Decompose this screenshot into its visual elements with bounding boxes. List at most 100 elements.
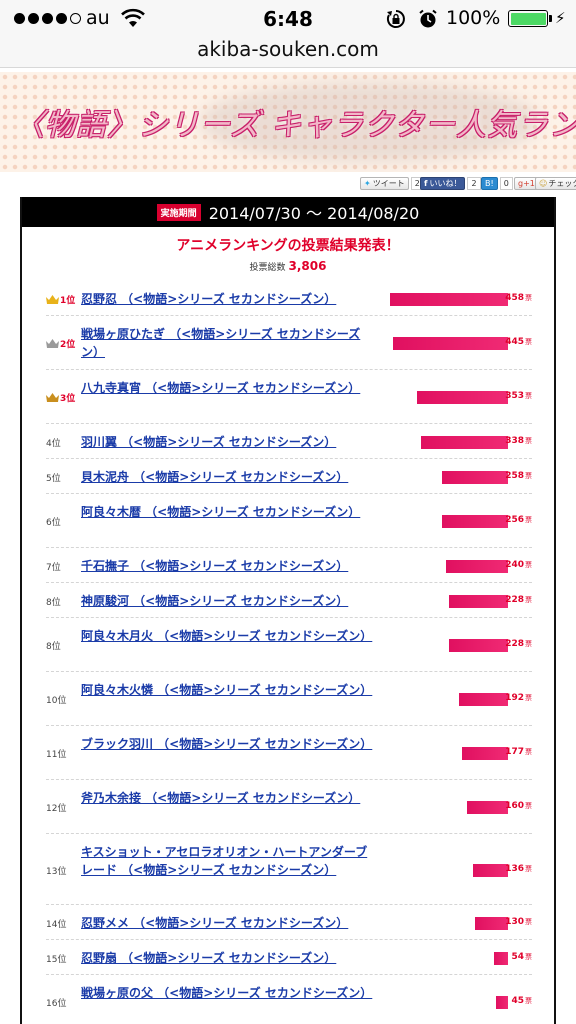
vote-bar	[494, 952, 508, 965]
ranking-row: 15位 忍野扇 （<物語>シリーズ セカンドシーズン） 54票	[46, 940, 532, 975]
vote-count: 445票	[505, 337, 532, 347]
address-bar[interactable]: akiba-souken.com	[0, 36, 576, 68]
vote-bar	[446, 560, 508, 573]
ranking-row: 6位 阿良々木暦 （<物語>シリーズ セカンドシーズン） 256票	[46, 494, 532, 548]
character-name-link[interactable]: 貝木泥舟 （<物語>シリーズ セカンドシーズン）	[81, 470, 349, 484]
signal-strength-icon	[14, 13, 81, 24]
ranking-row: 16位 戦場ヶ原の父 （<物語>シリーズ セカンドシーズン） 45票	[46, 975, 532, 1024]
rotation-lock-icon	[386, 10, 405, 28]
carrier-name: au	[86, 7, 110, 29]
twitter-icon: ✦	[364, 179, 371, 188]
character-name-link[interactable]: 千石撫子 （<物語>シリーズ セカンドシーズン）	[81, 559, 349, 573]
banner-silhouette	[200, 82, 540, 162]
vote-bar	[462, 747, 508, 760]
battery-icon	[508, 10, 548, 27]
vote-count: 228票	[505, 639, 532, 649]
rank-label: 16位	[46, 998, 67, 1009]
character-name-link[interactable]: 阿良々木火憐 （<物語>シリーズ セカンドシーズン）	[81, 683, 373, 697]
vote-count: 228票	[505, 595, 532, 605]
like-button-group[interactable]: f いいね！ 2	[420, 176, 481, 191]
status-bar: au 6:48 100% ⚡	[0, 0, 576, 36]
vote-bar	[393, 337, 508, 350]
ranking-row: 12位 斧乃木余接 （<物語>シリーズ セカンドシーズン） 160票	[46, 780, 532, 834]
character-name-link[interactable]: 阿良々木暦 （<物語>シリーズ セカンドシーズン）	[81, 505, 361, 519]
vote-bar	[473, 864, 508, 877]
hatena-bookmark-button[interactable]: B!	[481, 177, 498, 190]
ranking-row: 5位 貝木泥舟 （<物語>シリーズ セカンドシーズン） 258票	[46, 459, 532, 494]
vote-count: 192票	[505, 693, 532, 703]
rank-label: 6位	[46, 517, 61, 528]
vote-bar	[390, 293, 508, 306]
character-name-link[interactable]: 羽川翼 （<物語>シリーズ セカンドシーズン）	[81, 435, 337, 449]
character-name-link[interactable]: ブラック羽川 （<物語>シリーズ セカンドシーズン）	[81, 737, 373, 751]
vote-count: 240票	[505, 560, 532, 570]
facebook-icon: f	[424, 179, 428, 188]
ranking-row: 11位 ブラック羽川 （<物語>シリーズ セカンドシーズン） 177票	[46, 726, 532, 780]
ranking-banner: 〈物語〉シリーズ キャラクター人気ランキング	[0, 72, 576, 172]
hatena-button-group[interactable]: B! 0	[481, 176, 513, 191]
rank-label: 13位	[46, 866, 67, 877]
character-name-link[interactable]: 斧乃木余接 （<物語>シリーズ セカンドシーズン）	[81, 791, 361, 805]
character-name-link[interactable]: 忍野忍 （<物語>シリーズ セカンドシーズン）	[81, 292, 337, 306]
banner-title: 〈物語〉シリーズ キャラクター人気ランキング	[14, 108, 576, 143]
total-votes: 投票総数 3,806	[249, 259, 327, 273]
rank-label: 11位	[46, 749, 67, 760]
ranking-row: 14位 忍野メメ （<物語>シリーズ セカンドシーズン） 130票	[46, 905, 532, 940]
ranking-row: 7位 千石撫子 （<物語>シリーズ セカンドシーズン） 240票	[46, 548, 532, 583]
vote-bar	[449, 639, 508, 652]
character-name-link[interactable]: 阿良々木月火 （<物語>シリーズ セカンドシーズン）	[81, 629, 373, 643]
ranking-row: 3位 八九寺真宵 （<物語>シリーズ セカンドシーズン） 353票	[46, 370, 532, 424]
tweet-button-group[interactable]: ✦ツイート 25	[360, 176, 429, 191]
like-button[interactable]: f いいね！	[420, 177, 466, 190]
vote-bar	[442, 471, 508, 484]
rank-label: 15位	[46, 954, 67, 965]
character-name-link[interactable]: 戦場ヶ原ひたぎ （<物語>シリーズ セカンドシーズン）	[81, 327, 361, 359]
vote-bar	[467, 801, 508, 814]
crown-icon	[46, 294, 59, 304]
vote-bar	[421, 436, 508, 449]
crown-icon	[46, 392, 59, 402]
character-name-link[interactable]: 八九寺真宵 （<物語>シリーズ セカンドシーズン）	[81, 381, 361, 395]
period-label: 実施期間	[156, 203, 201, 221]
ranking-row: 8位 神原駿河 （<物語>シリーズ セカンドシーズン） 228票	[46, 583, 532, 618]
character-name-link[interactable]: 忍野扇 （<物語>シリーズ セカンドシーズン）	[81, 951, 337, 965]
vote-count: 177票	[505, 747, 532, 757]
rank-label: 7位	[46, 562, 61, 573]
character-name-link[interactable]: キスショット・アセロラオリオン・ハートアンダーブレード （<物語>シリーズ セカ…	[81, 845, 368, 877]
results-title: アニメランキングの投票結果発表！	[176, 238, 400, 254]
ranking-row: 4位 羽川翼 （<物語>シリーズ セカンドシーズン） 338票	[46, 424, 532, 459]
ranking-row: 8位 阿良々木月火 （<物語>シリーズ セカンドシーズン） 228票	[46, 618, 532, 672]
rank-label: 2位	[46, 335, 80, 351]
ranking-row: 2位 戦場ヶ原ひたぎ （<物語>シリーズ セカンドシーズン） 445票	[46, 316, 532, 370]
ranking-row: 10位 阿良々木火憐 （<物語>シリーズ セカンドシーズン） 192票	[46, 672, 532, 726]
ranking-row: 13位 キスショット・アセロラオリオン・ハートアンダーブレード （<物語>シリーズ…	[46, 834, 532, 905]
tweet-button[interactable]: ✦ ツイート	[360, 177, 409, 190]
vote-bar	[417, 391, 508, 404]
vote-bar	[475, 917, 508, 930]
ranking-row: 1位 忍野忍 （<物語>シリーズ セカンドシーズン） 458票	[46, 281, 532, 316]
character-name-link[interactable]: 忍野メメ （<物語>シリーズ セカンドシーズン）	[81, 916, 349, 930]
total-votes-number: 3,806	[288, 259, 327, 273]
character-name-link[interactable]: 戦場ヶ原の父 （<物語>シリーズ セカンドシーズン）	[81, 986, 373, 1000]
vote-bar	[442, 515, 508, 528]
url-text: akiba-souken.com	[197, 37, 379, 61]
rank-label: 12位	[46, 803, 67, 814]
ranking-panel: 実施期間 2014/07/30 〜 2014/08/20 アニメランキングの投票…	[20, 197, 556, 1024]
vote-count: 256票	[505, 515, 532, 525]
like-count: 2	[467, 177, 481, 190]
rank-label: 14位	[46, 919, 67, 930]
rank-label: 4位	[46, 438, 61, 449]
voting-period-bar: 実施期間 2014/07/30 〜 2014/08/20	[22, 197, 554, 227]
alarm-icon	[419, 9, 437, 28]
vote-count: 338票	[505, 436, 532, 446]
vote-count: 258票	[505, 471, 532, 481]
character-name-link[interactable]: 神原駿河 （<物語>シリーズ セカンドシーズン）	[81, 594, 349, 608]
mixi-check-button[interactable]: ☺チェック	[535, 177, 576, 190]
vote-bar	[449, 595, 508, 608]
rank-label: 8位	[46, 641, 61, 652]
vote-count: 130票	[505, 917, 532, 927]
vote-bar	[459, 693, 508, 706]
charging-icon: ⚡	[555, 9, 566, 27]
check-button-group[interactable]: ☺チェック	[535, 176, 576, 191]
vote-count: 54票	[511, 952, 532, 962]
